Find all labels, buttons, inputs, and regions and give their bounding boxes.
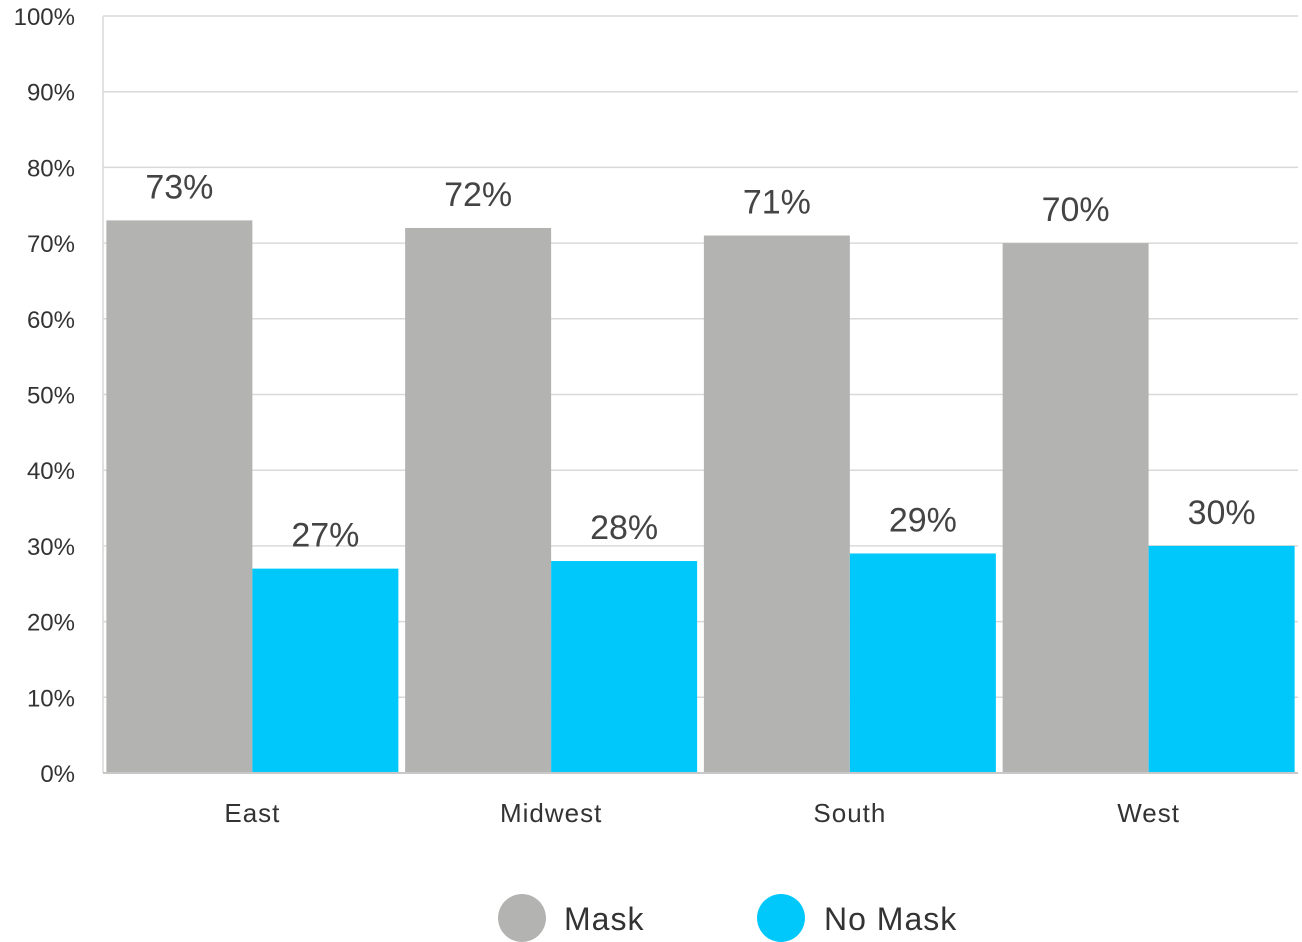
x-axis: East Midwest South West [103, 773, 1298, 828]
y-tick-label: 100% [14, 4, 75, 31]
y-tick-label: 10% [27, 685, 75, 712]
bar-mask [405, 228, 551, 773]
data-label: 29% [889, 501, 957, 539]
y-tick-label: 20% [27, 610, 75, 637]
x-tick-label: South [813, 798, 886, 828]
data-label: 73% [145, 168, 213, 206]
x-tick-label: West [1117, 798, 1180, 828]
y-tick-label: 0% [40, 761, 75, 788]
bar-mask [106, 220, 252, 773]
data-label: 71% [743, 184, 811, 222]
bar-mask [1003, 243, 1149, 773]
bar-no-mask [551, 561, 697, 773]
y-tick-label: 70% [27, 231, 75, 258]
data-label: 27% [291, 517, 359, 555]
legend-swatch [498, 894, 546, 942]
y-tick-label: 90% [27, 80, 75, 107]
legend-label: Mask [564, 901, 644, 937]
legend-label: No Mask [824, 901, 957, 937]
y-tick-label: 30% [27, 534, 75, 561]
bar-no-mask [1149, 546, 1295, 773]
y-tick-label: 40% [27, 458, 75, 485]
data-label: 72% [444, 176, 512, 214]
y-axis: 0% 10% 20% 30% 40% 50% 60% 70% 80% 90% 100% [14, 4, 75, 788]
data-label: 70% [1042, 191, 1110, 229]
bar-mask [704, 236, 850, 773]
x-tick-label: Midwest [500, 798, 602, 828]
legend-swatch [757, 894, 805, 942]
y-tick-label: 60% [27, 307, 75, 334]
y-tick-label: 80% [27, 155, 75, 182]
y-tick-label: 50% [27, 383, 75, 410]
bar-no-mask [252, 569, 398, 773]
legend: Mask No Mask [498, 894, 957, 942]
data-label: 30% [1188, 494, 1256, 532]
data-label: 28% [590, 509, 658, 547]
x-tick-label: East [224, 798, 280, 828]
bar-no-mask [850, 553, 996, 773]
